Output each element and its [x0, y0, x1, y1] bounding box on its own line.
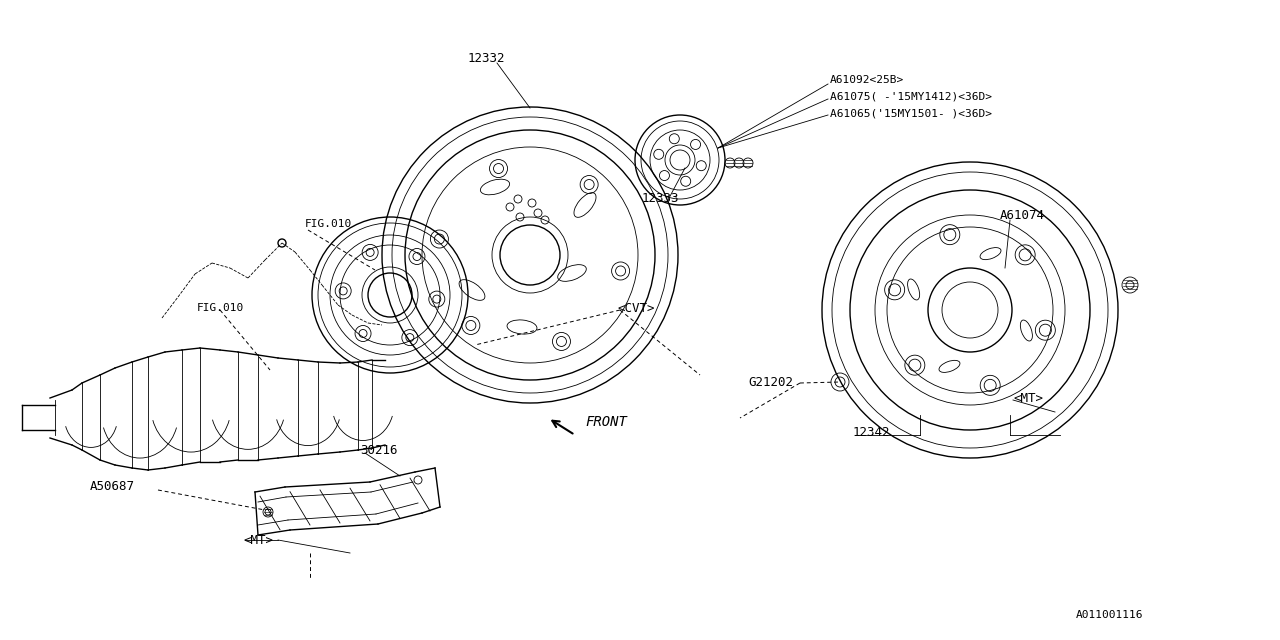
Text: 12342: 12342 — [852, 426, 891, 438]
Text: <MT>: <MT> — [243, 534, 273, 547]
Text: FRONT: FRONT — [585, 415, 627, 429]
Text: 12333: 12333 — [643, 191, 680, 205]
Text: A61074: A61074 — [1000, 209, 1044, 221]
Text: A61092<25B>: A61092<25B> — [829, 75, 904, 85]
Text: <MT>: <MT> — [1012, 392, 1043, 404]
Text: 12332: 12332 — [468, 51, 506, 65]
Text: A011001116: A011001116 — [1075, 610, 1143, 620]
Text: FIG.010: FIG.010 — [305, 219, 352, 229]
Text: G21202: G21202 — [748, 376, 794, 388]
Text: A50687: A50687 — [90, 481, 134, 493]
Text: 30216: 30216 — [360, 444, 398, 456]
Text: <CVT>: <CVT> — [617, 301, 654, 314]
Text: FIG.010: FIG.010 — [197, 303, 244, 313]
Text: A61075( -'15MY1412)<36D>: A61075( -'15MY1412)<36D> — [829, 91, 992, 101]
Text: A61065('15MY1501- )<36D>: A61065('15MY1501- )<36D> — [829, 108, 992, 118]
